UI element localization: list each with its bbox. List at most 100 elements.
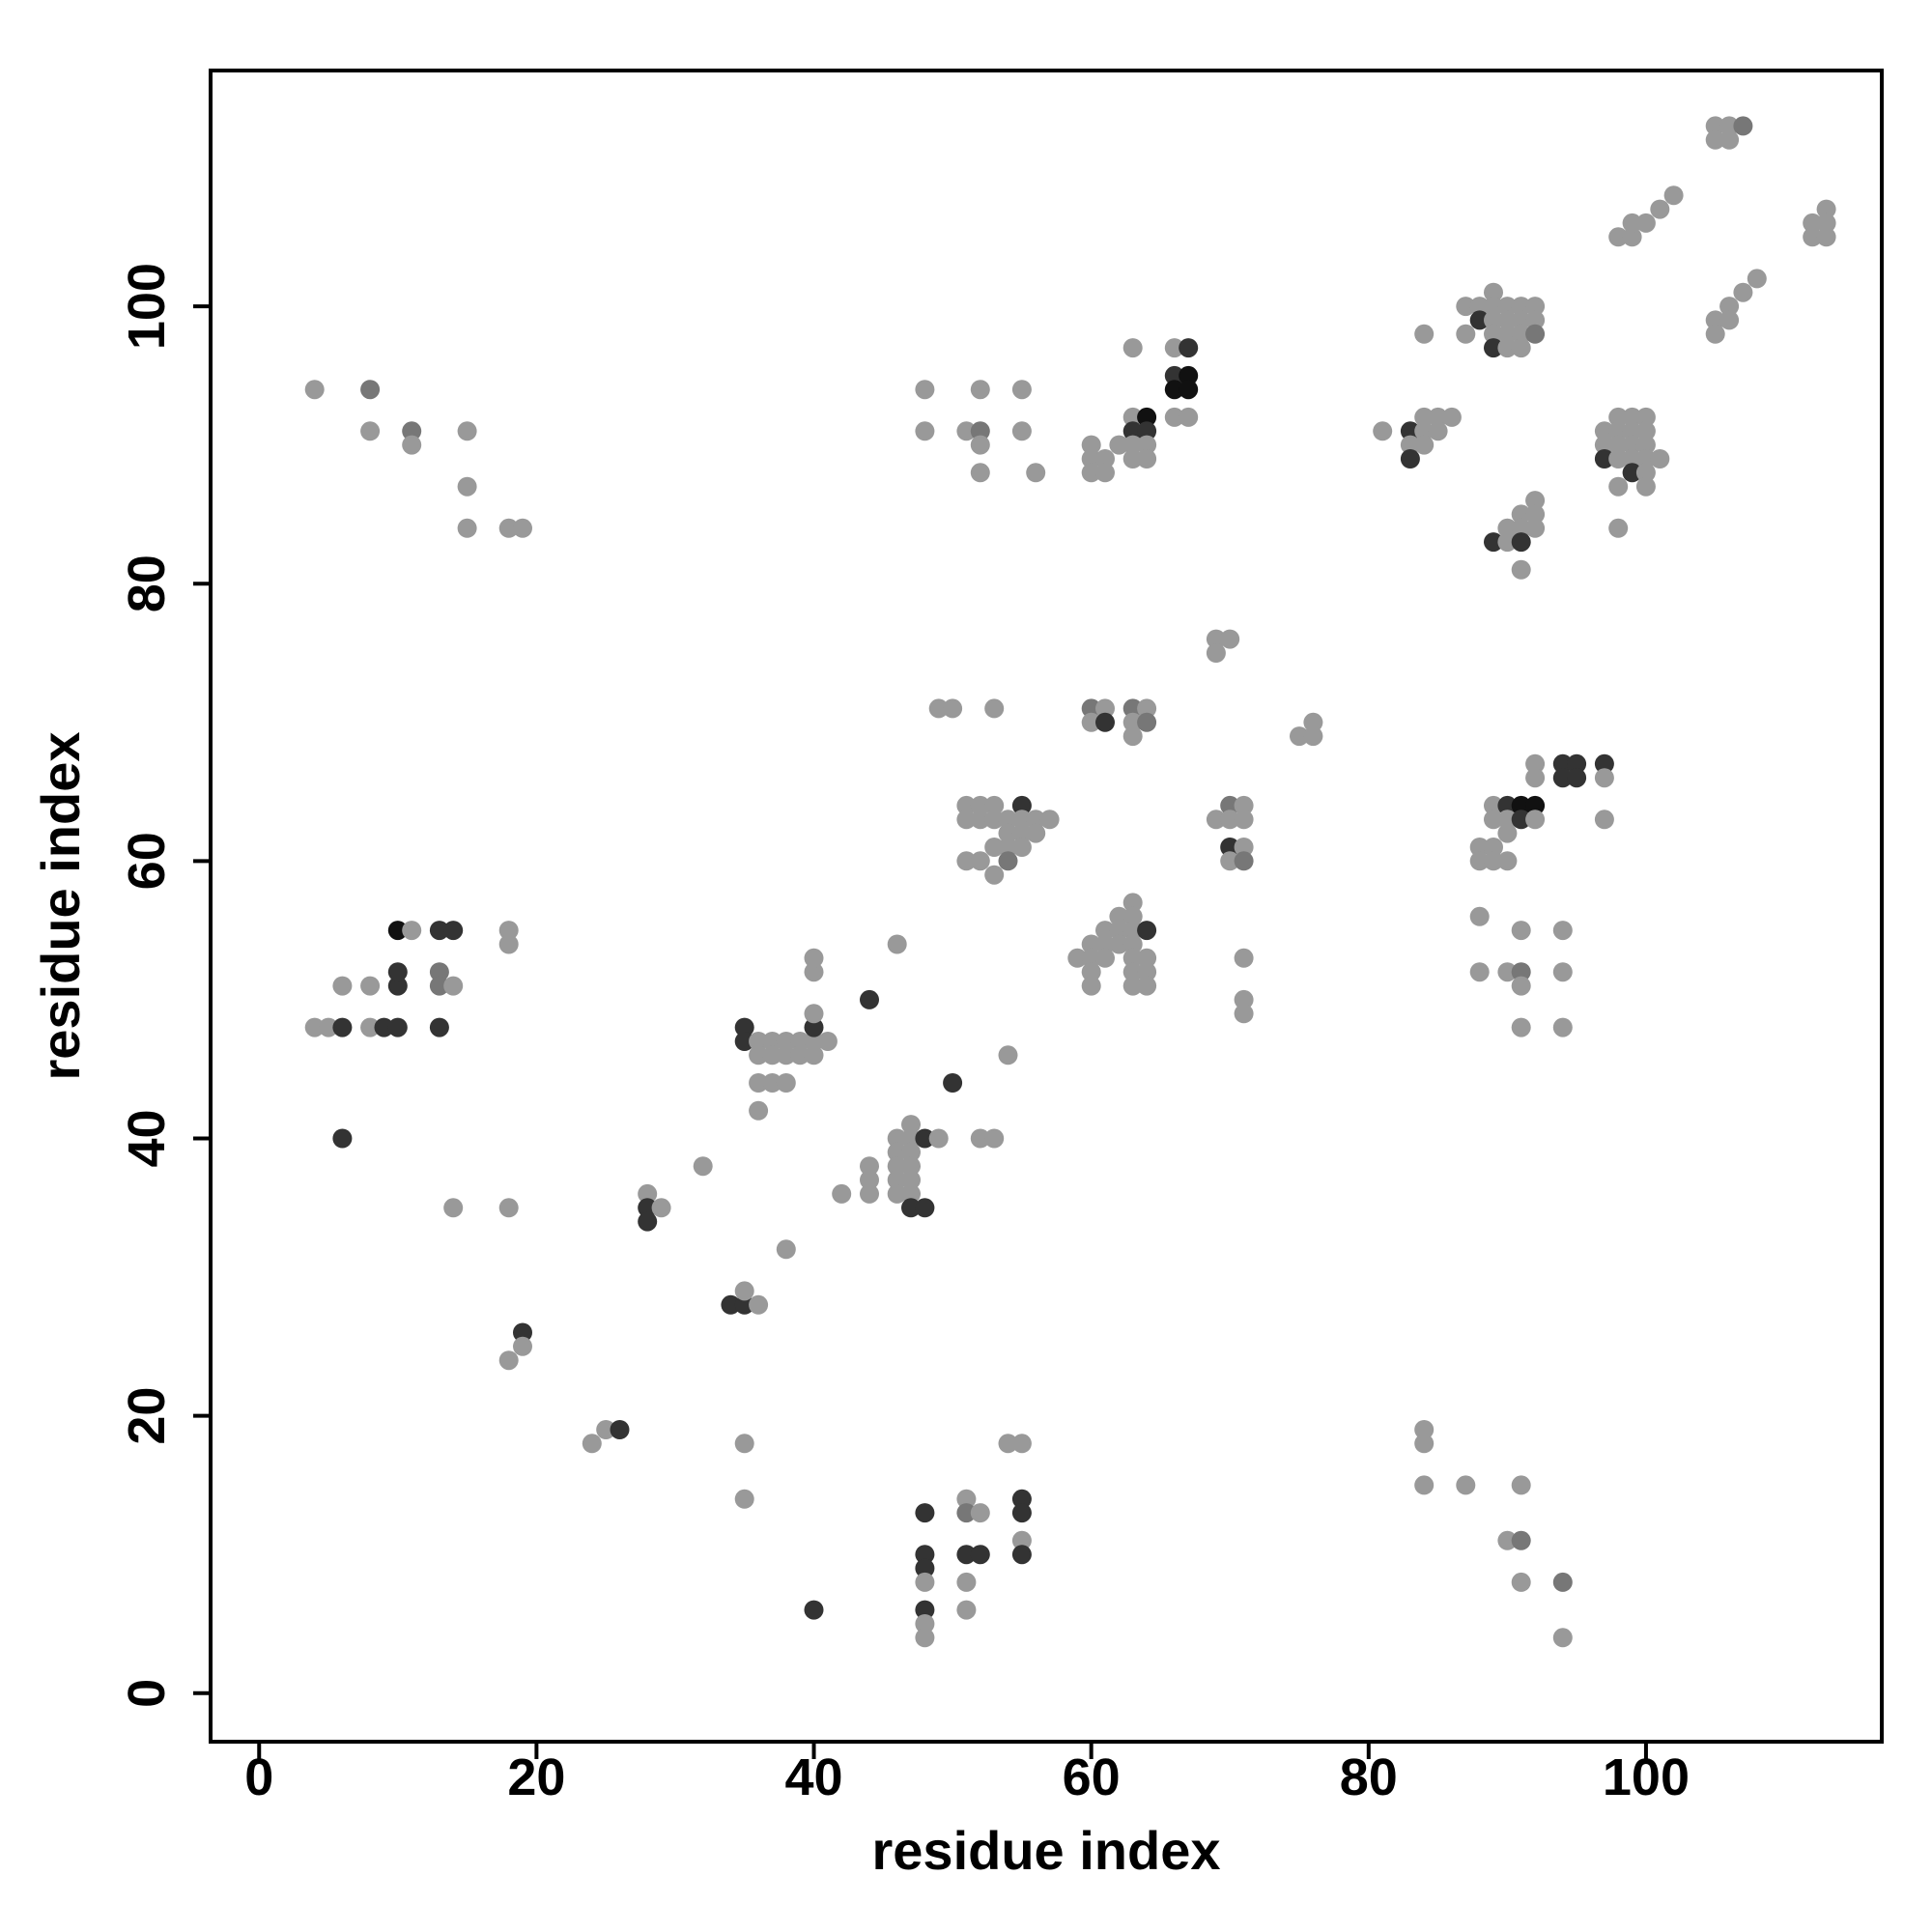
data-point-33 — [513, 1322, 532, 1343]
data-point-313 — [1497, 810, 1518, 830]
data-point-284 — [1635, 476, 1656, 497]
data-point-233 — [1441, 407, 1462, 427]
data-point-135 — [1122, 421, 1143, 441]
data-point-198 — [1122, 934, 1143, 954]
data-point-160 — [1122, 712, 1143, 732]
data-point-266 — [1608, 407, 1629, 427]
data-point-156 — [1081, 712, 1101, 732]
data-point-262 — [1525, 491, 1546, 511]
data-point-170 — [1011, 795, 1032, 815]
data-point-250 — [1511, 324, 1531, 344]
data-point-258 — [1511, 504, 1531, 525]
data-point-211 — [1303, 726, 1323, 747]
data-point-171 — [1011, 810, 1032, 830]
y-tick-label-4: 80 — [118, 554, 176, 612]
data-point-271 — [1608, 435, 1629, 455]
data-point-64 — [804, 1017, 824, 1037]
data-point-91 — [915, 1128, 935, 1149]
data-point-282 — [1635, 463, 1656, 483]
data-point-328 — [1594, 753, 1614, 774]
data-point-13 — [332, 976, 353, 996]
data-point-122 — [970, 421, 990, 441]
data-point-164 — [970, 795, 990, 815]
data-point-187 — [1081, 962, 1101, 982]
data-point-63 — [817, 1032, 838, 1051]
data-point-316 — [1497, 823, 1518, 843]
data-point-34 — [513, 1336, 532, 1356]
data-point-173 — [1039, 810, 1060, 830]
data-point-294 — [1733, 116, 1753, 136]
data-point-287 — [1622, 227, 1642, 247]
data-point-324 — [1552, 753, 1573, 774]
data-point-343 — [1414, 1475, 1435, 1495]
y-tick-label-1: 20 — [118, 1387, 176, 1445]
data-point-68 — [749, 1073, 769, 1093]
data-point-81 — [887, 1170, 907, 1190]
data-point-335 — [1511, 962, 1531, 982]
data-point-237 — [1456, 324, 1476, 344]
data-point-20 — [387, 921, 408, 941]
data-point-208 — [1206, 643, 1226, 663]
data-point-111 — [956, 1600, 977, 1620]
data-point-45 — [734, 1294, 754, 1315]
data-point-37 — [596, 1420, 616, 1439]
data-point-283 — [1608, 476, 1629, 497]
data-point-288 — [1622, 213, 1642, 233]
data-point-88 — [901, 1183, 921, 1204]
data-point-119 — [915, 421, 935, 441]
data-point-97 — [804, 1600, 824, 1620]
data-point-323 — [1525, 768, 1546, 788]
data-point-290 — [1650, 199, 1670, 219]
data-point-106 — [956, 1503, 977, 1523]
data-point-43 — [693, 1156, 713, 1177]
data-point-263 — [1525, 504, 1546, 525]
data-point-307 — [1816, 227, 1836, 247]
data-point-0 — [304, 380, 325, 400]
data-point-346 — [1497, 1530, 1518, 1550]
data-point-47 — [749, 1294, 769, 1315]
data-point-243 — [1484, 338, 1503, 358]
data-point-269 — [1594, 435, 1614, 455]
data-point-148 — [1179, 380, 1199, 400]
data-point-19 — [387, 962, 408, 982]
data-point-327 — [1567, 768, 1587, 788]
data-point-124 — [970, 463, 990, 483]
data-point-116 — [1011, 1530, 1032, 1550]
data-point-253 — [1525, 310, 1546, 330]
x-axis: 0 20 40 60 80 100 — [244, 1742, 1690, 1806]
data-point-21 — [402, 921, 422, 941]
data-point-334 — [1497, 962, 1518, 982]
data-point-44 — [721, 1294, 741, 1315]
data-point-215 — [1220, 810, 1240, 830]
data-point-230 — [1414, 435, 1435, 455]
data-point-322 — [1525, 753, 1546, 774]
data-point-228 — [1414, 407, 1435, 427]
data-point-147 — [1164, 380, 1184, 400]
data-point-161 — [1137, 712, 1157, 732]
data-point-217 — [1220, 838, 1240, 857]
data-point-162 — [1122, 726, 1143, 747]
data-point-177 — [984, 838, 1005, 857]
x-tick-label-1: 20 — [507, 1748, 565, 1806]
x-tick-label-2: 40 — [784, 1748, 842, 1806]
data-point-86 — [901, 1156, 921, 1177]
data-point-8 — [498, 518, 519, 538]
data-point-182 — [998, 851, 1018, 871]
data-point-193 — [1109, 921, 1129, 941]
data-point-270 — [1608, 421, 1629, 441]
data-point-108 — [956, 1545, 977, 1565]
data-point-53 — [749, 1032, 769, 1051]
data-point-330 — [1594, 810, 1614, 830]
plot-frame — [209, 69, 1884, 1744]
data-point-128 — [1081, 435, 1101, 455]
data-point-103 — [915, 1614, 935, 1634]
data-point-104 — [915, 1628, 935, 1648]
data-point-278 — [1622, 449, 1642, 469]
data-point-117 — [1011, 1545, 1032, 1565]
data-point-225 — [1400, 421, 1420, 441]
data-point-191 — [1095, 948, 1115, 968]
data-point-227 — [1400, 449, 1420, 469]
data-point-66 — [804, 962, 824, 982]
data-point-296 — [1719, 129, 1740, 150]
data-point-74 — [832, 1183, 852, 1204]
